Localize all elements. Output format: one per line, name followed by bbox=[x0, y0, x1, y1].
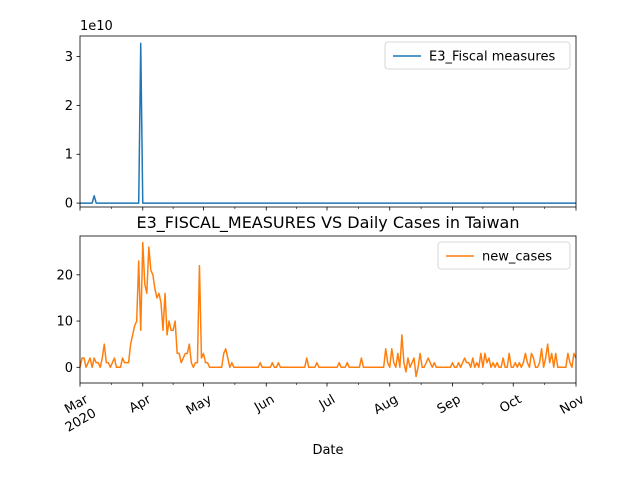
top-plot: 0 1 2 3 1e10 E3_Fiscal measures bbox=[65, 19, 577, 212]
y-tick-label: 10 bbox=[56, 315, 73, 330]
y-tick-label: 0 bbox=[65, 361, 73, 376]
y-tick-label: 20 bbox=[56, 268, 73, 283]
y-tick-label: 1 bbox=[65, 148, 73, 163]
y-tick-label: 3 bbox=[65, 50, 73, 65]
plot-frame bbox=[79, 35, 577, 208]
x-axis-label: Date bbox=[312, 443, 343, 458]
legend-label: E3_Fiscal measures bbox=[429, 50, 555, 65]
plot-frame bbox=[79, 235, 577, 384]
y-tick-label: 2 bbox=[65, 99, 73, 114]
legend: new_cases bbox=[437, 241, 571, 270]
x-tick-label: Jul bbox=[316, 392, 338, 413]
x-tick-label-text: Jul bbox=[316, 392, 338, 413]
legend: E3_Fiscal measures bbox=[384, 41, 571, 70]
legend-label: new_cases bbox=[482, 250, 552, 265]
y-tick-label: 0 bbox=[65, 197, 73, 212]
series-line bbox=[79, 241, 577, 378]
chart-title: E3_FISCAL_MEASURES VS Daily Cases in Tai… bbox=[136, 213, 519, 233]
legend-box bbox=[384, 41, 571, 70]
axis-offset-label: 1e10 bbox=[80, 19, 113, 34]
legend-box bbox=[437, 241, 571, 270]
series-line bbox=[80, 42, 576, 204]
